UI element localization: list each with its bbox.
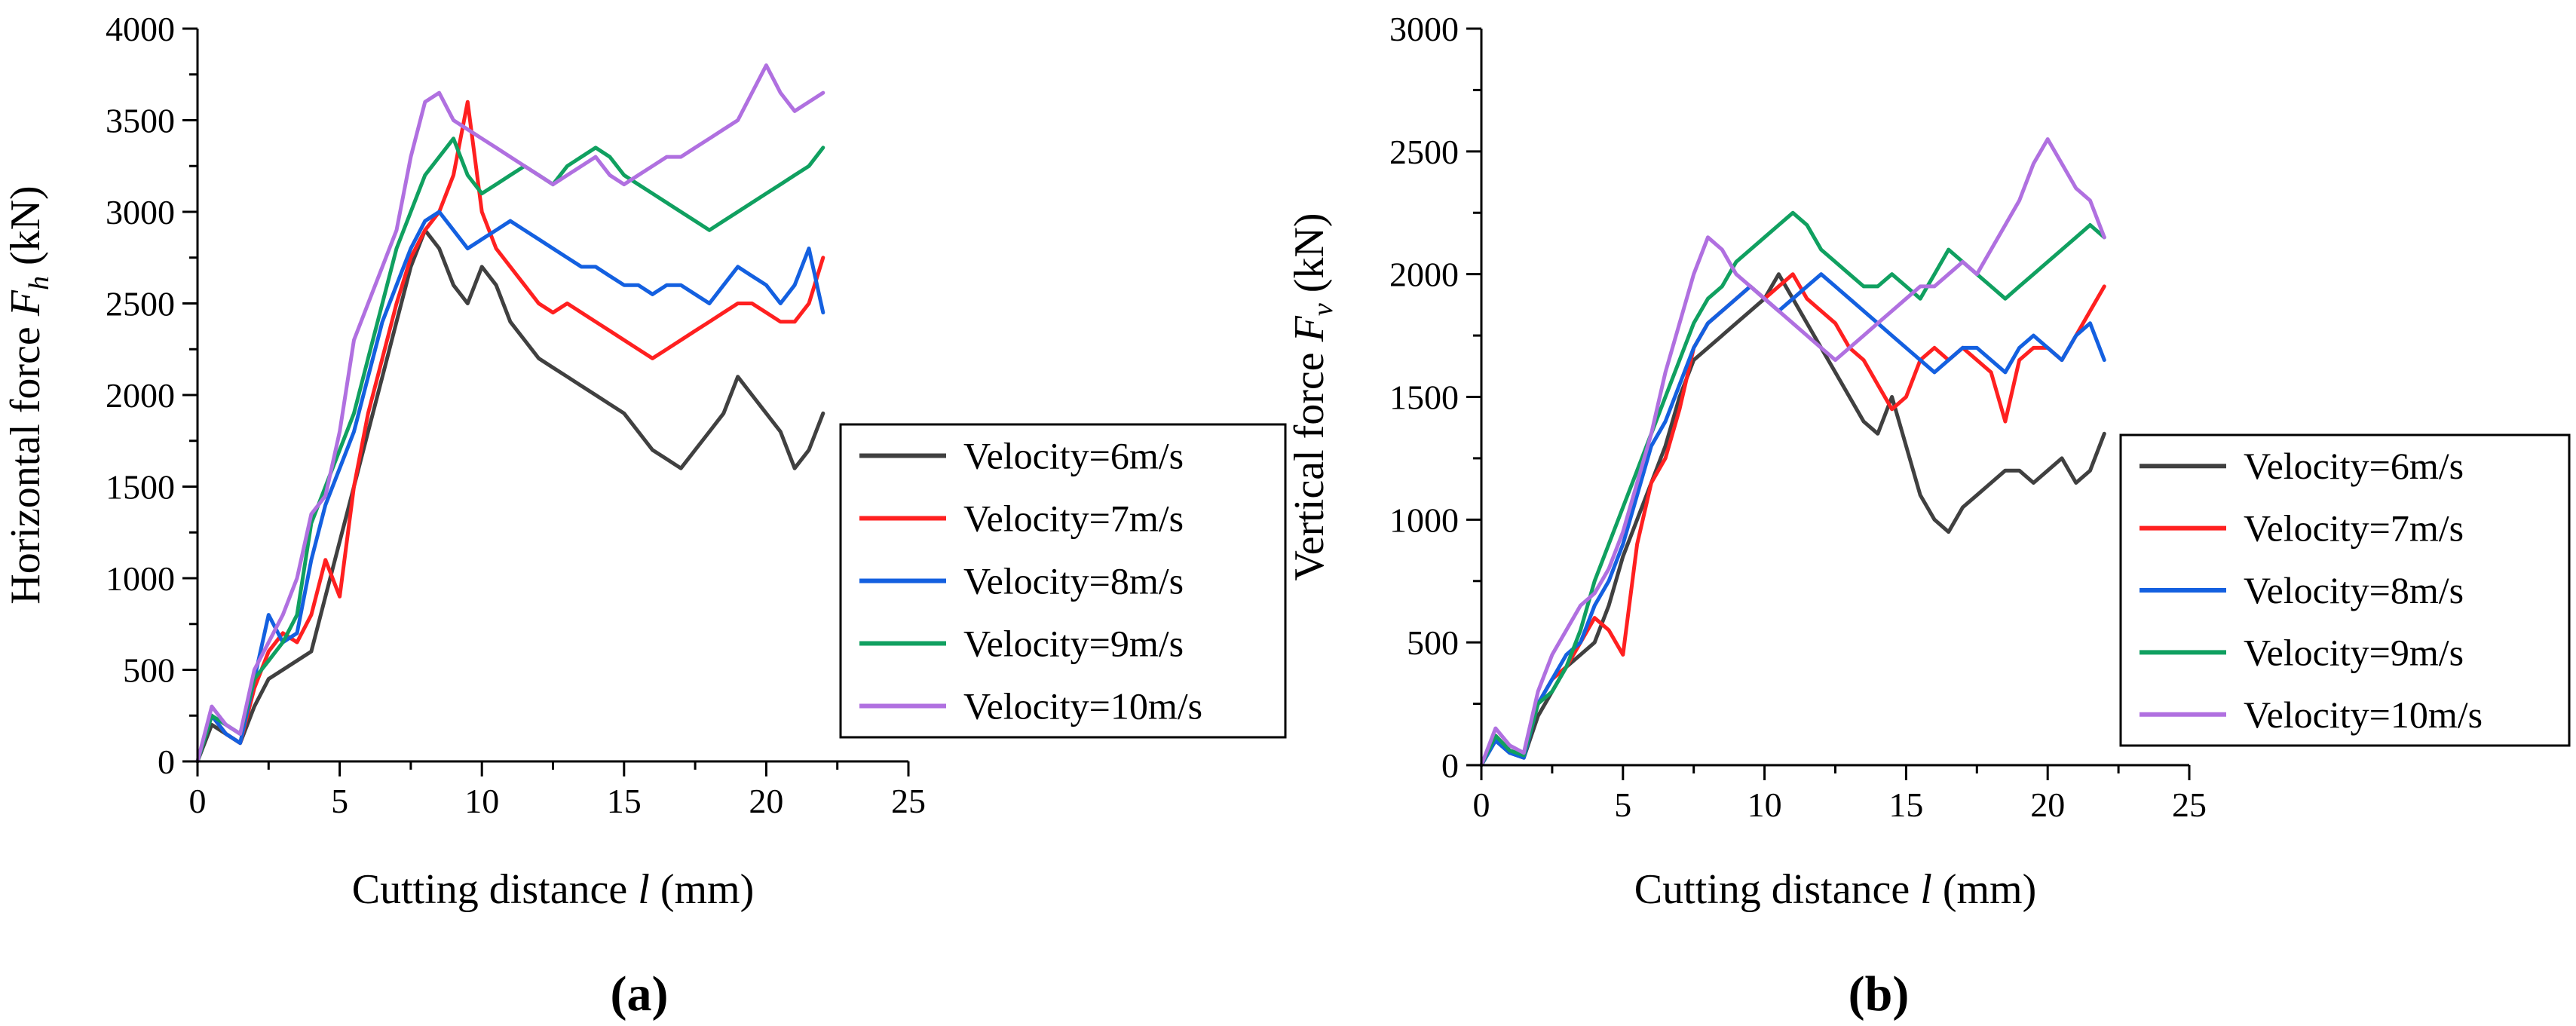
y-tick-label: 2000 [1389,256,1459,294]
series-line-2-3 [1479,272,2106,767]
x-tick-label: 20 [749,782,783,820]
x-tick-label: 15 [1888,786,1923,824]
series-line-1-3 [195,210,825,764]
y-tick-label: 1000 [106,559,175,598]
x-axis-label: Cutting distance l (mm) [1634,866,2037,913]
y-tick-label: 1000 [1389,501,1459,539]
x-tick-label: 0 [1473,786,1490,824]
chart-panel-2: 0 5 10 15 20 25 0 500 1000 1500 2000 2500 3000 Cuttin… [1286,10,2571,1021]
legend-label: Velocity=9m/s [963,623,1184,665]
x-tick-label: 20 [2030,786,2065,824]
legend-label: Velocity=8m/s [963,560,1184,602]
y-tick-label: 500 [1407,623,1459,662]
legend-label: Velocity=7m/s [2244,507,2464,550]
x-tick-label: 5 [331,782,348,820]
x-tick-label: 10 [1747,786,1782,824]
legend: Velocity=6m/s Velocity=7m/s Velocity=8m/s V… [839,423,1287,739]
y-tick-label: 1500 [1389,378,1459,417]
legend-label: Velocity=6m/s [2244,445,2464,487]
x-tick-label: 25 [2172,786,2207,824]
legend: Velocity=6m/s Velocity=7m/s Velocity=8m/s V… [2119,433,2571,747]
panel-label: (b) [1849,966,1910,1021]
y-tick-label: 0 [158,743,175,781]
series-line-2-2 [1479,272,2106,767]
x-tick-label: 25 [891,782,926,820]
y-tick-label: 3000 [1389,10,1459,48]
y-tick-label: 1500 [106,468,175,507]
panel-label: (a) [611,966,669,1021]
y-axis-label: Vertical force Fv (kN) [1286,213,1339,581]
legend-label: Velocity=7m/s [963,498,1184,540]
y-tick-label: 2500 [1389,133,1459,171]
y-axis-label: Horizontal force Fh (kN) [2,185,55,604]
series-line-2-4 [1479,210,2106,767]
x-tick-label: 15 [607,782,642,820]
series-line-1-4 [195,136,825,764]
series-line-2-5 [1479,137,2106,767]
series-line-1-2 [195,100,825,764]
series-line-1-1 [195,228,825,764]
y-tick-label: 2500 [106,285,175,323]
x-tick-label: 0 [189,782,207,820]
y-tick-label: 500 [123,651,175,690]
y-tick-label: 0 [1441,746,1459,785]
y-tick-label: 2000 [106,376,175,415]
series-line-1-5 [195,63,825,764]
x-axis-label: Cutting distance l (mm) [352,866,755,913]
chart-panel-1: 0 5 10 15 20 25 0 500 1000 1500 2000 2500 3000 3500 40… [2,10,1287,1021]
x-tick-label: 10 [464,782,499,820]
legend-label: Velocity=8m/s [2244,569,2464,611]
series-line-2-1 [1479,272,2106,767]
y-tick-label: 3000 [106,193,175,231]
legend-label: Velocity=10m/s [963,685,1202,727]
y-tick-label: 4000 [106,10,175,48]
y-tick-label: 3500 [106,102,175,140]
legend-label: Velocity=10m/s [2244,694,2483,736]
legend-label: Velocity=9m/s [2244,631,2464,673]
legend-label: Velocity=6m/s [963,435,1184,477]
x-tick-label: 5 [1614,786,1631,824]
